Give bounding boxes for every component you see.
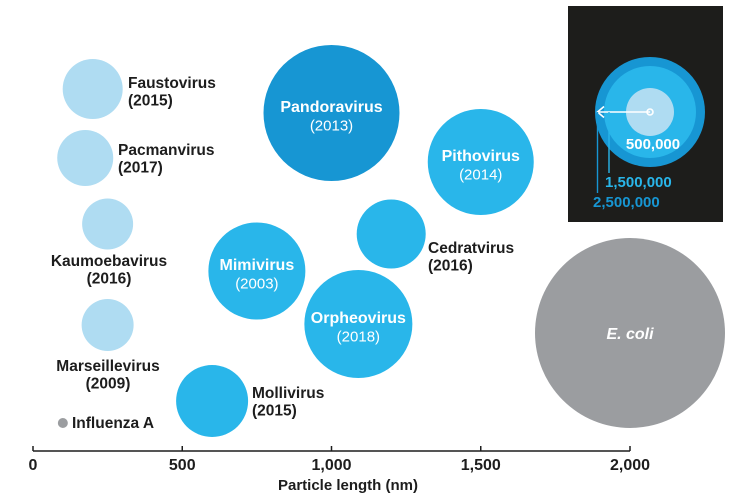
- bubble-label-cedratvirus: Cedratvirus: [428, 240, 514, 257]
- bubble-group-kaumoebavirus: Kaumoebavirus(2016): [51, 198, 167, 288]
- bubble-year-pandoravirus: (2013): [310, 118, 353, 135]
- bubble-group-mollivirus: Mollivirus(2015): [176, 365, 324, 437]
- bubble-group-influenza-a: Influenza A: [57, 415, 154, 432]
- bubble-year-mimivirus: (2003): [235, 276, 278, 293]
- bubble-e-coli: [535, 238, 725, 428]
- bubble-group-cedratvirus: Cedratvirus(2016): [356, 199, 514, 275]
- bubble-year-cedratvirus: (2016): [428, 258, 473, 275]
- bubble-year-kaumoebavirus: (2016): [87, 271, 132, 288]
- bubble-label-marseillevirus: Marseillevirus: [56, 358, 159, 375]
- x-axis: 0 500 1,000 1,500 2,000: [29, 446, 650, 474]
- x-axis-tick-label-1500: 1,500: [461, 457, 501, 474]
- bubble-label-pithovirus: Pithovirus: [442, 148, 520, 165]
- bubble-year-faustovirus: (2015): [128, 93, 173, 110]
- bubble-influenza-a: [57, 418, 68, 428]
- legend-label-500000: 500,000: [625, 136, 681, 153]
- bubble-mollivirus: [176, 365, 249, 437]
- bubble-marseillevirus: [81, 299, 134, 351]
- x-axis-title: Particle length (nm): [278, 477, 418, 494]
- bubble-pithovirus: [427, 109, 534, 215]
- bubble-year-pithovirus: (2014): [459, 167, 502, 184]
- x-axis-tick-label-0: 0: [29, 457, 38, 474]
- bubble-label-pandoravirus: Pandoravirus: [280, 99, 382, 116]
- bubble-group-e-coli: E. coli: [535, 238, 725, 428]
- bubble-year-pacmanvirus: (2017): [118, 160, 163, 177]
- legend-label-1500000: 1,500,000: [605, 174, 672, 191]
- bubble-label-orpheovirus: Orpheovirus: [311, 310, 406, 327]
- genome-size-legend: 500,000 1,500,000 2,500,000: [568, 6, 723, 222]
- bubble-group-mimivirus: Mimivirus (2003): [208, 222, 306, 320]
- bubble-faustovirus: [62, 59, 123, 119]
- bubble-group-pithovirus: Pithovirus (2014): [427, 109, 534, 215]
- bubble-group-orpheovirus: Orpheovirus (2018): [304, 270, 413, 378]
- bubble-group-pacmanvirus: Pacmanvirus(2017): [57, 130, 215, 186]
- bubble-label-faustovirus: Faustovirus: [128, 75, 216, 92]
- bubble-pacmanvirus: [57, 130, 114, 186]
- legend-label-2500000: 2,500,000: [593, 194, 660, 211]
- bubble-label-pacmanvirus: Pacmanvirus: [118, 142, 215, 159]
- bubble-label-mimivirus: Mimivirus: [220, 257, 295, 274]
- bubble-label-kaumoebavirus: Kaumoebavirus: [51, 253, 167, 270]
- x-axis-tick-label-1000: 1,000: [311, 457, 351, 474]
- bubble-kaumoebavirus: [82, 198, 134, 250]
- legend-center-dot-icon: [646, 108, 654, 116]
- bubble-orpheovirus: [304, 270, 413, 378]
- legend-radius-arrow: [596, 105, 654, 193]
- bubble-label-influenza-a: Influenza A: [72, 415, 154, 432]
- bubble-mimivirus: [208, 222, 306, 320]
- x-axis-tick-label-2000: 2,000: [610, 457, 650, 474]
- bubble-pandoravirus: [263, 45, 400, 181]
- bubble-cedratvirus: [356, 199, 426, 269]
- bubble-year-marseillevirus: (2009): [86, 376, 131, 393]
- x-axis-tick-label-500: 500: [169, 457, 196, 474]
- bubble-label-mollivirus: Mollivirus: [252, 385, 324, 402]
- bubble-group-pandoravirus: Pandoravirus (2013): [263, 45, 400, 181]
- bubble-label-e-coli: E. coli: [606, 326, 654, 343]
- bubble-group-faustovirus: Faustovirus(2015): [62, 59, 216, 119]
- bubble-year-orpheovirus: (2018): [337, 329, 380, 346]
- bubble-year-mollivirus: (2015): [252, 403, 297, 420]
- bubble-group-marseillevirus: Marseillevirus(2009): [56, 299, 160, 393]
